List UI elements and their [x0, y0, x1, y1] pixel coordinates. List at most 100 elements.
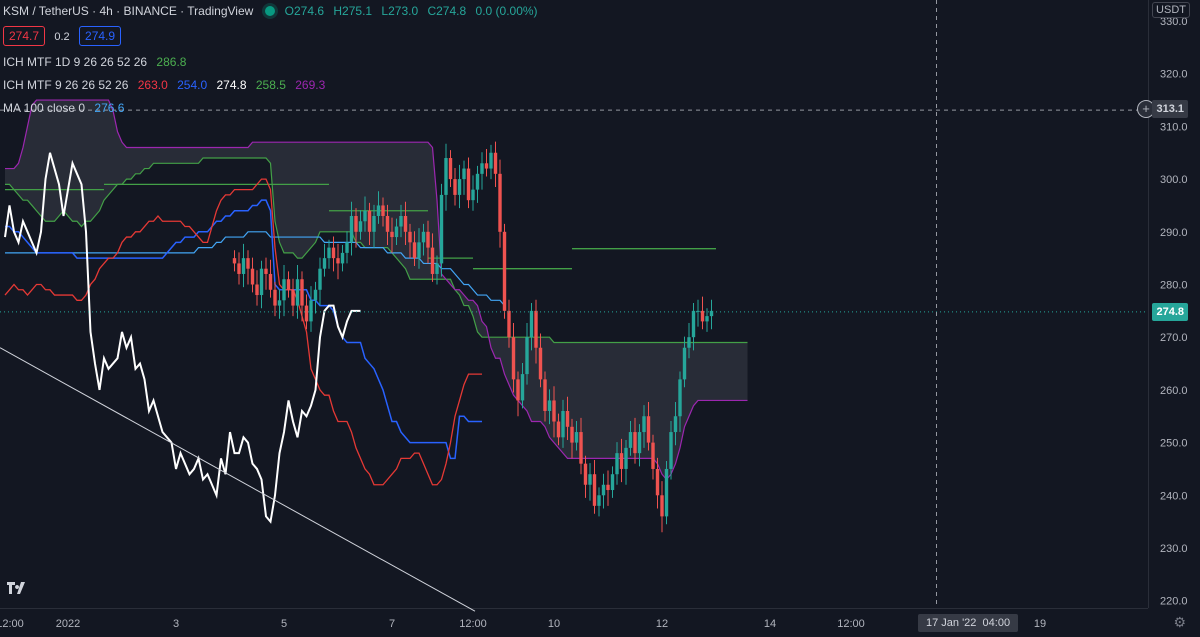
candle-body	[610, 474, 615, 491]
sell-price-button[interactable]: 274.7	[3, 26, 46, 46]
candle-body	[588, 474, 592, 485]
candle-body	[696, 310, 700, 312]
crosshair-time: 04:00	[982, 617, 1011, 629]
candle-body	[484, 163, 489, 169]
currency-label[interactable]: USDT	[1152, 2, 1190, 18]
candle-body	[547, 400, 552, 411]
candle-body	[480, 163, 484, 174]
candle-body	[655, 468, 660, 496]
candle-body	[592, 474, 597, 506]
tradingview-logo-icon[interactable]	[6, 580, 30, 600]
x-tick-label: 19	[1034, 618, 1046, 630]
candle-body	[570, 426, 574, 443]
buy-price-button[interactable]: 274.9	[79, 26, 122, 46]
candle-body	[358, 221, 363, 232]
candle-body	[619, 453, 624, 469]
x-tick-label: 12	[656, 618, 668, 630]
candle-body	[556, 421, 561, 438]
candle-body	[291, 289, 295, 306]
candle-body	[273, 289, 277, 306]
candle-body	[534, 310, 538, 348]
y-tick-label: 300.0	[1160, 174, 1188, 186]
ma100-line	[5, 231, 505, 306]
candle-body	[507, 310, 511, 338]
candle-body	[502, 231, 507, 311]
candle-body	[516, 379, 520, 401]
candle-body	[394, 226, 399, 238]
candle-body	[628, 432, 633, 448]
market-status-icon	[265, 6, 276, 16]
indicator-ichimoku[interactable]: ICH MTF 9 26 26 52 26 263.0 254.0 274.8 …	[3, 74, 331, 96]
candle-body	[651, 442, 655, 469]
candle-body	[601, 484, 606, 496]
crosshair-date: 17 Jan '22	[926, 617, 977, 629]
indicator-value: 286.8	[156, 55, 187, 69]
x-tick-label: 3	[173, 618, 179, 630]
candle-body	[264, 268, 268, 274]
gear-icon[interactable]: ⚙	[1173, 614, 1186, 630]
candle-body	[543, 379, 547, 411]
candle-body	[381, 205, 385, 216]
x-tick-label: 10	[548, 618, 560, 630]
indicator-label: ICH MTF 1D 9 26 26 52 26	[3, 55, 148, 69]
indicator-label: MA 100 close 0	[3, 101, 86, 115]
candle-body	[457, 179, 462, 195]
x-tick-label: 5	[281, 618, 287, 630]
x-tick-label: 12:00	[0, 618, 24, 630]
kijun-sen-line	[5, 199, 482, 460]
candle-body	[498, 173, 502, 232]
candle-body	[295, 279, 300, 306]
candle-body	[403, 215, 408, 232]
candle-body	[660, 495, 664, 517]
candle-body	[475, 173, 480, 190]
candle-body	[520, 374, 525, 401]
candle-body	[277, 300, 282, 306]
candle-body	[412, 242, 417, 259]
candle-body	[439, 194, 444, 264]
candle-body	[250, 268, 255, 285]
candle-body	[678, 379, 682, 417]
candle-body	[286, 279, 291, 290]
ohlc-low: L273.0	[381, 4, 419, 18]
candle-body	[318, 268, 322, 290]
indicator-ichimoku-daily[interactable]: ICH MTF 1D 9 26 26 52 26 286.8	[3, 51, 192, 73]
candle-body	[525, 337, 529, 375]
ichimoku-cloud	[5, 100, 748, 480]
candle-body	[408, 231, 412, 243]
candle-body	[444, 158, 448, 195]
ohlc-open: O274.6	[284, 4, 325, 18]
trend-line	[0, 347, 476, 612]
candle-body	[489, 152, 493, 169]
y-tick-label: 310.0	[1160, 121, 1188, 133]
candle-body	[579, 432, 583, 464]
y-tick-label: 330.0	[1160, 16, 1188, 28]
candle-body	[336, 258, 340, 264]
indicator-label: ICH MTF 9 26 26 52 26	[3, 78, 129, 92]
candle-body	[399, 215, 403, 227]
ohlc-change: 0.0 (0.00%)	[475, 4, 538, 18]
candle-body	[615, 453, 619, 475]
candle-body	[511, 337, 516, 380]
candle-body	[259, 268, 264, 296]
symbol-row: KSM / TetherUS · 4h · BINANCE · TradingV…	[3, 0, 544, 22]
candle-body	[691, 310, 696, 338]
candle-body	[363, 210, 367, 222]
symbol-title[interactable]: KSM / TetherUS · 4h · BINANCE · TradingV…	[3, 4, 254, 18]
candle-body	[552, 400, 556, 422]
candle-body	[448, 158, 453, 180]
candle-body	[453, 179, 457, 195]
candle-body	[709, 310, 714, 317]
candle-body	[624, 447, 628, 469]
candle-body	[372, 215, 376, 232]
candle-body	[583, 463, 588, 485]
tenkan-sen-line	[4, 178, 482, 486]
candle-body	[466, 168, 471, 201]
indicator-ma100[interactable]: MA 100 close 0 276.6	[3, 97, 130, 119]
candle-body	[493, 152, 498, 174]
candle-body	[637, 432, 642, 454]
candle-body	[642, 416, 646, 433]
candle-body	[462, 168, 466, 180]
candle-body	[574, 432, 579, 443]
candle-body	[304, 305, 309, 322]
candle-body	[322, 258, 327, 269]
